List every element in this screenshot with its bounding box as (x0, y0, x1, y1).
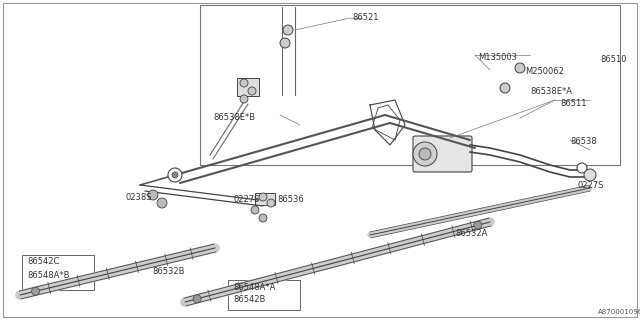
Circle shape (500, 83, 510, 93)
Text: 86538: 86538 (570, 138, 596, 147)
Circle shape (248, 87, 256, 95)
Text: A870001096: A870001096 (598, 309, 640, 315)
Text: 86548A*B: 86548A*B (27, 270, 70, 279)
Circle shape (515, 63, 525, 73)
Circle shape (193, 295, 201, 303)
Circle shape (259, 214, 267, 222)
Circle shape (251, 206, 259, 214)
Text: 86548A*A: 86548A*A (233, 284, 275, 292)
Text: 86538E*B: 86538E*B (213, 113, 255, 122)
Text: M135003: M135003 (478, 52, 517, 61)
Bar (255, 193, 275, 205)
Circle shape (419, 148, 431, 160)
Bar (228, 280, 300, 310)
Circle shape (283, 25, 293, 35)
Text: 0227S: 0227S (578, 180, 604, 189)
Text: 86511: 86511 (560, 99, 586, 108)
Circle shape (280, 38, 290, 48)
Circle shape (240, 79, 248, 87)
Circle shape (267, 199, 275, 207)
Text: 86538E*A: 86538E*A (530, 87, 572, 97)
Text: 86542B: 86542B (233, 295, 266, 305)
Circle shape (168, 168, 182, 182)
Circle shape (584, 169, 596, 181)
Circle shape (577, 163, 587, 173)
Text: 86532B: 86532B (152, 268, 184, 276)
Circle shape (413, 142, 437, 166)
Circle shape (172, 172, 178, 178)
Text: 0238S: 0238S (126, 194, 152, 203)
Text: 86510: 86510 (600, 55, 627, 65)
Text: 86532A: 86532A (455, 228, 488, 237)
Text: 0227S: 0227S (233, 196, 259, 204)
Circle shape (31, 287, 40, 295)
Bar (200, 5, 620, 165)
Text: M250062: M250062 (525, 68, 564, 76)
Circle shape (148, 190, 158, 200)
Text: 86521: 86521 (352, 12, 378, 21)
Circle shape (240, 95, 248, 103)
Circle shape (259, 193, 267, 201)
FancyBboxPatch shape (413, 136, 472, 172)
Text: 86542C: 86542C (27, 258, 60, 267)
Bar (237, 78, 259, 96)
Circle shape (474, 221, 482, 229)
Circle shape (157, 198, 167, 208)
Bar (22, 255, 94, 290)
Text: 86536: 86536 (277, 196, 304, 204)
